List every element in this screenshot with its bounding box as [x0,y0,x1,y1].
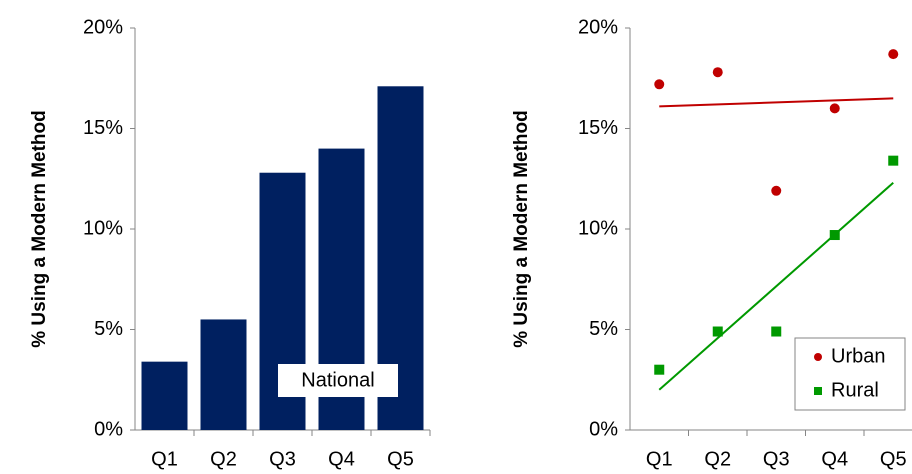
marker [654,79,665,90]
legend-marker [814,387,822,395]
legend-label: Urban [831,345,885,367]
bar [141,361,188,430]
marker [654,364,665,375]
marker [712,326,723,337]
legend-label: Rural [831,379,879,401]
marker [888,155,899,166]
annotation-box [278,364,398,397]
x-tick-label: Q5 [880,448,907,470]
x-tick-label: Q1 [646,448,673,470]
y-tick-label: 10% [83,217,123,239]
x-tick-label: Q3 [269,448,296,470]
x-tick-label: Q2 [210,448,237,470]
y-tick-label: 15% [83,117,123,139]
y-axis-label: % Using a Modern Method [29,110,50,348]
marker [771,326,782,337]
trendline [658,182,894,391]
y-tick-label: 5% [589,318,618,340]
marker [829,230,840,241]
y-tick-label: 15% [578,117,618,139]
marker [888,49,899,60]
x-tick-label: Q3 [763,448,790,470]
legend-marker [814,353,822,361]
y-tick-label: 0% [94,418,123,440]
annotation: National [301,369,374,391]
x-tick-label: Q2 [704,448,731,470]
y-tick-label: 5% [94,318,123,340]
legend-box [794,337,906,411]
y-tick-label: 10% [578,217,618,239]
x-tick-label: Q4 [821,448,848,470]
y-tick-label: 20% [578,16,618,38]
marker [771,185,782,196]
bar [200,319,247,430]
trendline [659,97,894,108]
marker [829,103,840,114]
x-tick-label: Q4 [328,448,355,470]
marker [712,67,723,78]
x-tick-label: Q1 [151,448,178,470]
y-tick-label: 0% [589,418,618,440]
y-tick-label: 20% [83,16,123,38]
y-axis-label: % Using a Modern Method [511,110,532,348]
x-tick-label: Q5 [387,448,414,470]
